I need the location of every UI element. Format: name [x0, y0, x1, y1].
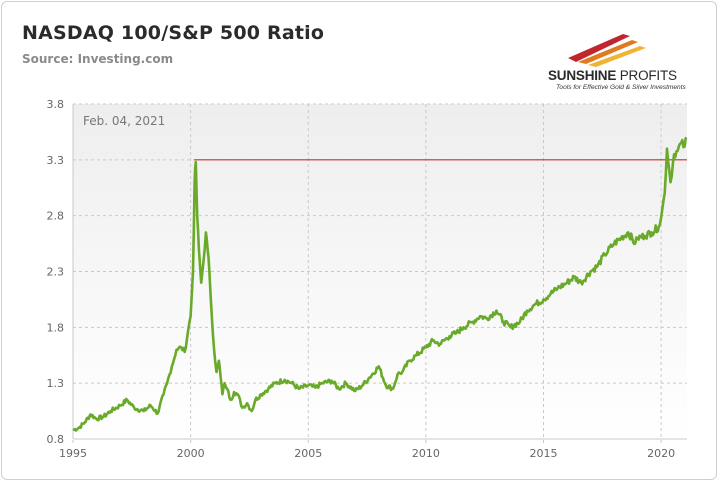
sunshine-profits-logo: SUNSHINE PROFITS Tools for Effective Gol… — [548, 28, 698, 94]
logo-swoosh-icon — [568, 34, 646, 67]
x-tick-label: 2000 — [177, 447, 205, 460]
x-tick-label: 2005 — [294, 447, 322, 460]
y-tick-label: 3.3 — [47, 154, 65, 167]
logo-name-light: PROFITS — [616, 68, 677, 83]
series-group — [72, 136, 688, 432]
chart-title: NASDAQ 100/S&P 500 Ratio — [22, 22, 325, 44]
y-tick-label: 0.8 — [47, 433, 65, 446]
y-axis: 0.8 1.3 1.8 2.3 2.8 3.3 3.8 — [47, 98, 65, 446]
x-tick-label: 2015 — [529, 447, 557, 460]
x-tick-label: 2010 — [412, 447, 440, 460]
x-tick-label: 2020 — [647, 447, 675, 460]
y-tick-label: 2.8 — [47, 210, 65, 223]
y-tick-label: 2.3 — [47, 266, 65, 279]
x-tick-label: 1995 — [59, 447, 87, 460]
x-axis: 1995 2000 2005 2010 2015 2020 — [59, 447, 675, 460]
chart-source: Source: Investing.com — [22, 52, 174, 66]
series-line-0 — [72, 136, 688, 432]
logo-name-bold: SUNSHINE — [548, 68, 617, 83]
y-tick-label: 1.8 — [47, 321, 65, 334]
y-tick-label: 3.8 — [47, 98, 65, 111]
logo-name: SUNSHINE PROFITS — [548, 68, 677, 83]
date-annotation: Feb. 04, 2021 — [83, 114, 165, 128]
logo-tagline: Tools for Effective Gold & Silver Invest… — [556, 84, 686, 91]
y-tick-label: 1.3 — [47, 377, 65, 390]
